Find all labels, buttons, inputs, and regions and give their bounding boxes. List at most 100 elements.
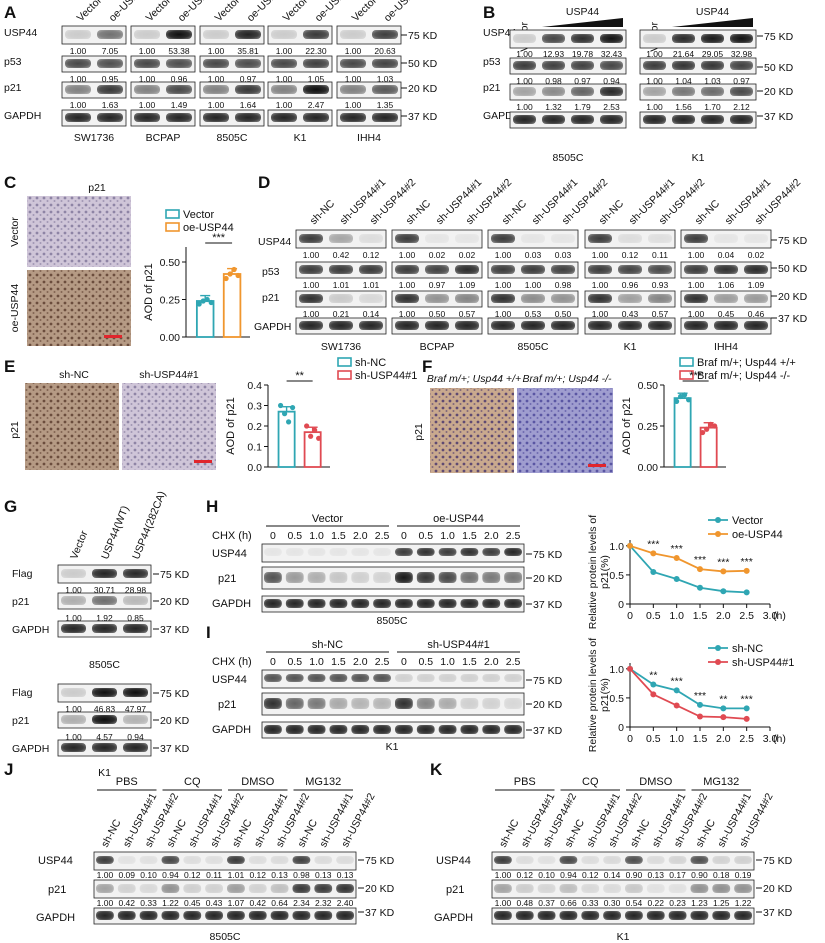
legend-label: Vector — [732, 515, 764, 527]
blot-band — [264, 725, 282, 734]
blot-band — [668, 884, 687, 893]
legend-marker — [715, 645, 721, 651]
quant-value: 0.02 — [429, 250, 446, 260]
ihc-title: p21 — [88, 182, 106, 194]
blot-band — [684, 234, 708, 243]
legend-marker — [715, 531, 721, 537]
data-point — [650, 681, 657, 688]
blot-band — [416, 599, 435, 608]
legend-label: Braf m/+; Usp44 -/- — [697, 370, 791, 382]
blot-band — [372, 113, 398, 122]
blot-band — [712, 856, 731, 864]
quant-value: 0.21 — [333, 309, 350, 319]
blot-band — [455, 321, 479, 330]
quant-value: 46.83 — [94, 704, 116, 714]
blot-band — [134, 30, 160, 39]
quant-value: 0.12 — [184, 870, 201, 880]
cell-line-label: K1 — [692, 152, 705, 164]
bar-0 — [277, 410, 296, 468]
scale-bar — [104, 335, 122, 338]
blot-band — [515, 856, 534, 864]
blot-strip — [93, 879, 357, 899]
sig-stars: ** — [649, 670, 657, 682]
quant-value: 0.17 — [669, 870, 686, 880]
data-point — [627, 542, 633, 549]
quant-value: 1.00 — [345, 46, 362, 56]
blot-band — [744, 321, 768, 330]
sig-stars: *** — [717, 556, 729, 568]
quant-value: 1.00 — [516, 49, 533, 59]
blot-strip — [491, 879, 755, 899]
blot-band — [460, 572, 479, 583]
quant-value: 1.00 — [139, 100, 156, 110]
kd-marker: 37 KD — [533, 725, 563, 737]
panel-letter-a: A — [4, 3, 16, 22]
blot-band — [205, 856, 223, 864]
blot-band — [285, 674, 304, 682]
quant-value: 30.71 — [94, 585, 116, 595]
quant-value: 0.64 — [271, 898, 288, 908]
blot-band — [494, 856, 512, 864]
data-point — [697, 713, 703, 720]
blot-band — [559, 884, 578, 893]
quant-value: 1.35 — [377, 100, 394, 110]
panel-letter-b: B — [483, 3, 495, 22]
lane-label: USP44(WT) — [99, 504, 131, 561]
blot-band — [123, 743, 148, 752]
blot-strip — [93, 851, 357, 871]
blot-band — [61, 715, 86, 724]
blot-band — [504, 698, 522, 709]
kd-marker: 37 KD — [778, 313, 808, 325]
x-tick-label: 0.5 — [646, 610, 661, 622]
quant-value: 32.43 — [601, 49, 623, 59]
treatment-label: PBS — [514, 776, 536, 788]
blot-band — [648, 234, 672, 243]
quant-value: 2.34 — [293, 898, 310, 908]
quant-value: 0.42 — [118, 898, 135, 908]
blot-band — [92, 743, 117, 752]
kd-marker: 75 KD — [533, 675, 563, 687]
x-tick-label: 2.5 — [739, 733, 754, 745]
blot-band — [460, 674, 479, 682]
quant-value: 22.30 — [305, 46, 327, 56]
blot-band — [285, 599, 304, 608]
series-line — [629, 668, 747, 720]
blot-strip — [261, 692, 525, 716]
time-label: 2.5 — [375, 530, 390, 542]
bar-chart-f: 0.00 0.25 0.50 AOD of p21 Braf m/+; Usp44 +/… — [621, 357, 796, 474]
quant-value: 1.00 — [592, 250, 609, 260]
quant-value: 2.53 — [603, 102, 620, 112]
chx-label: CHX (h) — [212, 530, 252, 542]
data-point — [743, 705, 750, 712]
blot-band — [264, 674, 282, 682]
ihc-label: sh-USP44#1 — [139, 369, 199, 381]
blot-band — [714, 265, 738, 274]
lane-label: sh-NC — [693, 197, 723, 227]
blot-band — [542, 34, 565, 43]
blot-band — [203, 113, 229, 122]
quant-value: 1.01 — [228, 870, 245, 880]
blot-band — [134, 85, 160, 94]
quant-value: 0.48 — [516, 898, 533, 908]
blot-band — [648, 321, 672, 330]
blot-band — [92, 596, 117, 605]
blot-band — [482, 698, 501, 709]
blot-band — [668, 856, 687, 864]
row-label-p21: p21 — [12, 596, 30, 608]
cell-line-label: K1 — [98, 767, 111, 779]
quant-value: 47.97 — [125, 704, 147, 714]
quant-value: 1.00 — [495, 898, 512, 908]
quant-value: 0.13 — [337, 870, 354, 880]
sig-stars: ** — [295, 370, 304, 382]
ihc-image-sh-usp44 — [122, 383, 216, 470]
blot-band — [97, 113, 123, 122]
blot-band — [235, 30, 261, 39]
blot-band — [329, 548, 348, 556]
quant-value: 19.78 — [572, 49, 594, 59]
blot-band — [161, 884, 180, 893]
blot-band — [504, 725, 522, 734]
y-tick-label: 0.4 — [247, 380, 262, 392]
kd-marker: 37 KD — [764, 111, 794, 123]
blot-band — [395, 698, 413, 709]
quant-value: 32.98 — [731, 49, 753, 59]
